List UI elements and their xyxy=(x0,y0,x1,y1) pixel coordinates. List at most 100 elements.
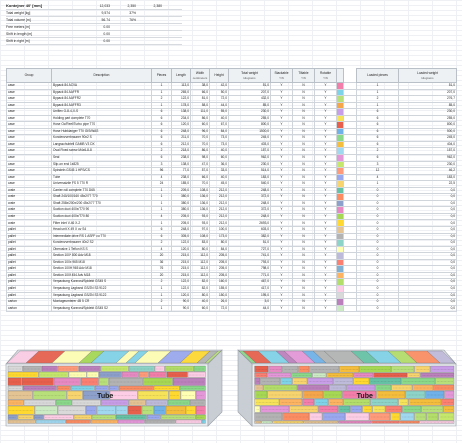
cargo-box xyxy=(98,371,122,378)
header-loaded-weight[interactable]: Loaded weight kilograms xyxy=(398,68,457,83)
header-pieces[interactable]: Pieces xyxy=(151,68,172,83)
row-loaded-weight[interactable]: 0,0 xyxy=(398,206,457,214)
cargo-box xyxy=(398,398,409,406)
cargo-box xyxy=(38,371,69,378)
row-loaded-weight[interactable]: 0,0 xyxy=(398,239,457,247)
row-loaded-weight[interactable]: 962,0 xyxy=(398,154,457,162)
summary-label[interactable]: Shift in right [m] xyxy=(6,39,30,43)
header-gap xyxy=(343,68,357,83)
header-stackable-label: Stackable xyxy=(274,71,289,76)
header-stackable[interactable]: Stackable Y/N xyxy=(270,68,293,83)
cargo-box xyxy=(267,390,303,399)
container-length[interactable]: 12,033 xyxy=(99,4,110,8)
summary-label[interactable]: Total weight [kg] xyxy=(6,11,31,15)
cargo-box xyxy=(138,371,149,378)
row-loaded-weight[interactable]: 0,0 xyxy=(398,199,457,208)
table-row: case Bypack 84 AAFFR2 2 122,0 81,0 72,0 432,0 Y… xyxy=(6,95,457,103)
cargo-box xyxy=(353,377,370,385)
cargo-box xyxy=(289,405,319,413)
cargo-box xyxy=(391,384,413,391)
header-rotable[interactable]: Rotable Y/N xyxy=(314,68,337,83)
cargo-box xyxy=(86,371,99,378)
header-color-swatch xyxy=(336,68,344,83)
header-tiltable[interactable]: Tiltable Y/N xyxy=(292,68,315,83)
summary-value[interactable]: 0.00 xyxy=(103,25,110,29)
cargo-box xyxy=(66,390,83,400)
row-loaded-weight[interactable]: 22,5 xyxy=(398,180,457,188)
row-loaded-weight[interactable]: 0,0 xyxy=(398,245,457,254)
row-loaded-weight[interactable]: 500,0 xyxy=(398,127,457,136)
cargo-box xyxy=(180,390,196,400)
row-loaded-weight[interactable]: 0,0 xyxy=(398,304,457,313)
cargo-box xyxy=(121,371,139,378)
cargo-box xyxy=(339,365,360,373)
header-group[interactable]: Group xyxy=(6,68,52,83)
row-loaded-weight[interactable]: 46,2 xyxy=(398,167,457,175)
cargo-box xyxy=(373,372,408,378)
row-loaded-weight[interactable]: 0,0 xyxy=(398,193,457,201)
cargo-box xyxy=(154,365,165,372)
row-loaded-weight[interactable]: 0,0 xyxy=(398,226,457,234)
summary-label[interactable]: Free meters [m] xyxy=(6,25,30,29)
row-loaded-weight[interactable]: 404,0 xyxy=(398,140,457,149)
cargo-box xyxy=(254,420,262,424)
row-group[interactable]: carton xyxy=(6,304,52,313)
summary-percent[interactable]: 76% xyxy=(129,18,136,22)
summary-title[interactable]: Kontejner 40' [mm] xyxy=(6,3,43,8)
header-total-weight[interactable]: Total weight kilograms xyxy=(228,68,271,83)
summary-label[interactable]: Shift in length [m] xyxy=(6,32,33,36)
header-height[interactable]: Height xyxy=(209,68,229,83)
row-loaded-weight[interactable]: 245,0 xyxy=(398,134,457,142)
row-color-swatch xyxy=(336,304,344,313)
cargo-box xyxy=(350,405,363,413)
row-loaded-weight[interactable]: 230,0 xyxy=(398,160,457,169)
cargo-box xyxy=(370,398,399,406)
row-total-weight[interactable]: 44,0 xyxy=(228,304,271,313)
header-total-weight-unit: kilograms xyxy=(243,75,256,80)
cargo-box xyxy=(338,420,372,424)
row-tiltable[interactable]: N xyxy=(292,304,315,313)
summary-percent[interactable]: 37% xyxy=(129,11,136,15)
row-width[interactable]: 60,0 xyxy=(190,304,210,313)
cargo-box xyxy=(56,385,71,391)
row-rotable[interactable]: Y xyxy=(314,304,337,313)
header-loaded-weight-label: Loaded weight xyxy=(417,71,438,76)
container-height[interactable]: 2,380 xyxy=(153,4,163,8)
cargo-box xyxy=(443,405,455,413)
cargo-box xyxy=(280,377,293,385)
cargo-box xyxy=(160,414,196,420)
container-body xyxy=(5,349,223,427)
header-length[interactable]: Length xyxy=(171,68,191,83)
row-description[interactable]: Verpackung Kurzrost/Spidekt GS45 S2 xyxy=(51,304,152,313)
row-length[interactable]: 90,0 xyxy=(171,304,191,313)
row-stackable[interactable]: Y xyxy=(270,304,293,313)
row-height[interactable]: 72,0 xyxy=(209,304,229,313)
table-row: pallet Verpackung Kurzrost/Spidekt GS45 S… xyxy=(6,278,457,286)
row-loaded-weight[interactable]: 0,0 xyxy=(398,219,457,227)
container-width[interactable]: 2,350 xyxy=(127,4,137,8)
summary-value[interactable]: 9,574 xyxy=(101,11,111,15)
row-loaded-weight[interactable]: 157,0 xyxy=(398,147,457,155)
cargo-box xyxy=(128,399,146,406)
row-loaded-weight[interactable]: 0,0 xyxy=(398,232,457,241)
header-loaded-pieces[interactable]: Loaded pieces xyxy=(356,68,399,83)
cargo-box xyxy=(34,405,58,415)
cargo-box xyxy=(433,384,455,391)
summary-value[interactable]: 56.74 xyxy=(101,18,111,22)
header-description[interactable]: Description xyxy=(51,68,152,83)
row-loaded-weight[interactable]: 0,0 xyxy=(398,186,457,195)
header-width[interactable]: Width centimeters xyxy=(190,68,210,83)
summary-label[interactable]: Total volume [m] xyxy=(6,18,31,22)
row-loaded-weight[interactable]: 183,0 xyxy=(398,173,457,182)
row-loaded-weight[interactable]: 0,0 xyxy=(398,212,457,221)
summary-value[interactable]: 0.00 xyxy=(103,32,110,36)
row-pieces[interactable]: 1 xyxy=(151,304,172,313)
cargo-box xyxy=(145,399,168,406)
cargo-box xyxy=(57,365,79,372)
table-row: case Slip-on end 1x825 3 138,0 47,0 36,0 230,0… xyxy=(6,160,457,169)
cargo-box xyxy=(333,377,354,385)
row-loaded-pieces[interactable]: 0 xyxy=(356,304,399,313)
cargo-box xyxy=(408,398,442,406)
cargo-box xyxy=(80,377,99,386)
summary-value[interactable]: 0.00 xyxy=(103,39,110,43)
